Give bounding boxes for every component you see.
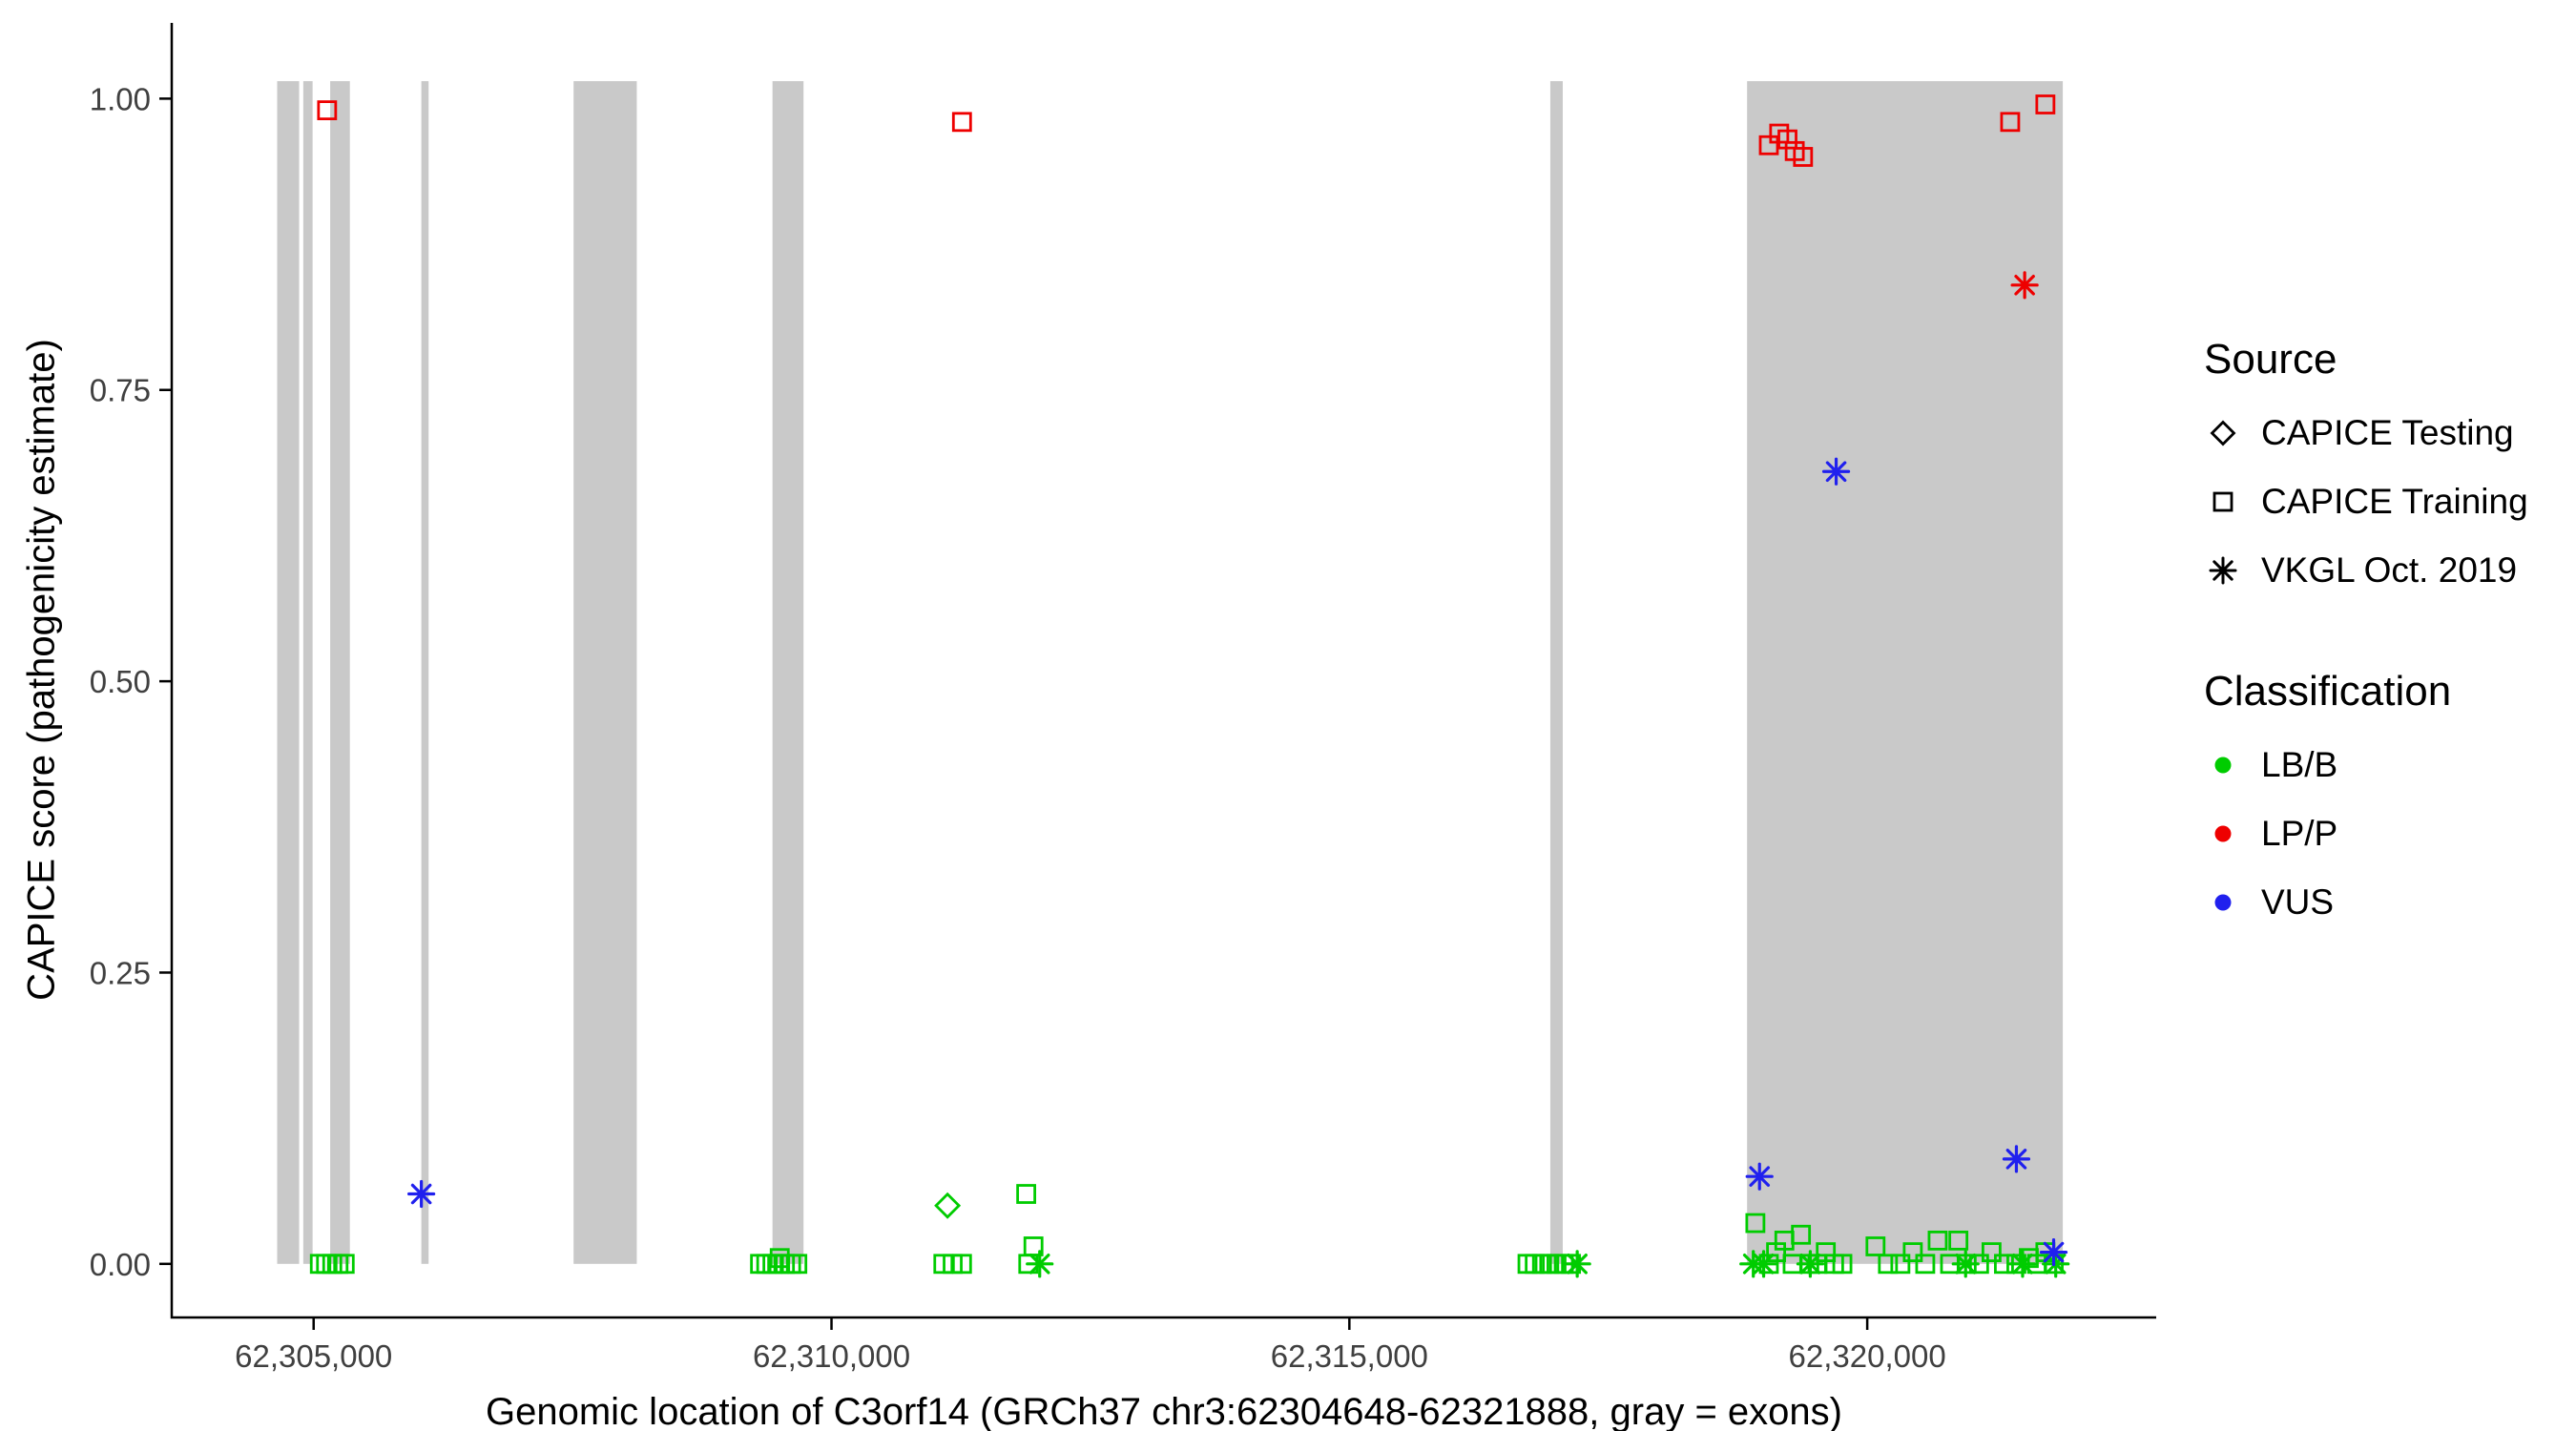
exon-band [330, 81, 350, 1264]
data-point-square [1865, 1236, 1886, 1256]
data-point-square [317, 100, 338, 121]
y-tick-label: 0.25 [90, 955, 151, 990]
data-point-asterisk [2008, 1250, 2037, 1278]
legend-group-classification: Classification LB/B LP/P VUS [2204, 668, 2528, 937]
data-point-asterisk [407, 1179, 436, 1209]
data-point-square [750, 1254, 771, 1275]
data-point-square [1793, 147, 1814, 167]
legend-item-label: CAPICE Testing [2261, 413, 2514, 452]
data-point-square [1016, 1184, 1037, 1204]
legend: Source CAPICE Testing CAPICE Training [2204, 336, 2528, 937]
data-point-square [769, 1248, 790, 1269]
data-point-diamond [934, 1192, 962, 1219]
data-point-square [2000, 112, 2021, 133]
data-point-square [951, 1254, 972, 1275]
exon-band [1549, 81, 1563, 1264]
legend-item-lpp: LP/P [2204, 799, 2528, 868]
data-point-square [1927, 1230, 1948, 1251]
exon-band [277, 81, 300, 1264]
legend-item-label: LB/B [2261, 745, 2338, 784]
dot-icon [2214, 757, 2232, 774]
data-point-square [1890, 1254, 1911, 1275]
data-point-asterisk [1796, 1250, 1825, 1278]
data-point-square [1745, 1213, 1766, 1234]
legend-item-label: VKGL Oct. 2019 [2261, 550, 2518, 590]
data-point-asterisk [1745, 1162, 1774, 1191]
data-point-square [1832, 1254, 1853, 1275]
x-tick-label: 62,315,000 [1271, 1338, 1428, 1374]
data-point-square [951, 112, 972, 133]
asterisk-icon [2209, 556, 2237, 585]
data-point-square [1981, 1242, 2002, 1263]
legend-group-source: Source CAPICE Testing CAPICE Training [2204, 336, 2528, 605]
x-axis-title: Genomic location of C3orf14 (GRCh37 chr3… [486, 1391, 1842, 1431]
data-point-asterisk [1026, 1250, 1054, 1278]
dot-icon [2214, 894, 2232, 911]
x-tick-label: 62,310,000 [753, 1338, 910, 1374]
data-point-square [1948, 1230, 1969, 1251]
data-point-square [309, 1254, 330, 1275]
exon-band [302, 81, 313, 1264]
square-icon [2212, 491, 2233, 512]
exon-band [772, 81, 804, 1264]
legend-item-lbb: LB/B [2204, 731, 2528, 799]
legend-source-title: Source [2204, 336, 2337, 383]
diamond-icon [2210, 420, 2236, 446]
exon-band [1747, 81, 2064, 1264]
axis-lines [170, 23, 2156, 1319]
y-tick-label: 0.50 [90, 664, 151, 699]
data-point-square [2035, 94, 2056, 114]
exon-band [573, 81, 637, 1264]
legend-item-label: LP/P [2261, 814, 2338, 853]
dot-icon [2214, 825, 2232, 842]
exon-band [421, 81, 429, 1264]
data-point-square [1878, 1254, 1899, 1275]
data-point-asterisk [1821, 457, 1851, 486]
legend-item-label: VUS [2261, 882, 2335, 922]
x-tick-label: 62,320,000 [1789, 1338, 1946, 1374]
data-point-asterisk [1749, 1250, 1778, 1278]
x-tick-label: 62,305,000 [235, 1338, 392, 1374]
data-point-asterisk [2002, 1145, 2031, 1173]
legend-item-vus: VUS [2204, 868, 2528, 937]
y-tick-label: 0.00 [90, 1247, 151, 1282]
data-point-square [1902, 1242, 1923, 1263]
data-point-square [334, 1254, 355, 1275]
data-point-asterisk [2010, 271, 2039, 300]
legend-item-label: CAPICE Training [2261, 482, 2528, 521]
legend-item-vkgl: VKGL Oct. 2019 [2204, 536, 2528, 605]
legend-item-capice-training: CAPICE Training [2204, 467, 2528, 536]
data-point-square [1758, 135, 1779, 156]
y-tick-label: 0.75 [90, 373, 151, 408]
data-point-square [1791, 1224, 1812, 1245]
data-point-square [1915, 1254, 1936, 1275]
legend-item-capice-testing: CAPICE Testing [2204, 399, 2528, 467]
y-axis-title: CAPICE score (pathogenicity estimate) [20, 339, 63, 1001]
data-point-asterisk [2039, 1238, 2068, 1267]
legend-classification-title: Classification [2204, 668, 2452, 715]
data-point-square [1777, 129, 1797, 150]
data-point-asterisk [1563, 1250, 1591, 1278]
y-tick-label: 1.00 [90, 81, 151, 116]
data-point-asterisk [1951, 1250, 1980, 1278]
